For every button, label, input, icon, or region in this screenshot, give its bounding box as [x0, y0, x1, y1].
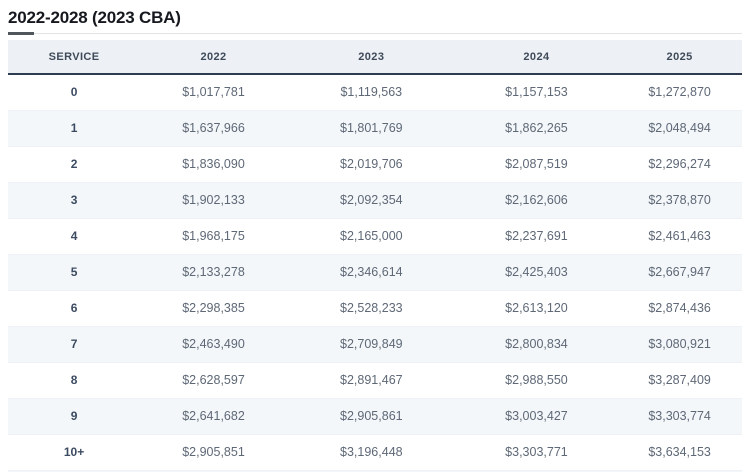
salary-cell: $1,902,133: [140, 182, 287, 219]
salary-cell: $2,891,467: [286, 362, 456, 399]
salary-cell: $2,296,274: [617, 146, 742, 183]
salary-cell: $2,019,706: [286, 146, 456, 183]
salary-cell: $2,709,849: [286, 326, 456, 363]
title-divider: [8, 32, 742, 35]
salary-cell: $1,862,265: [455, 110, 618, 147]
salary-cell: $2,800,834: [455, 326, 618, 363]
column-header-year: 2024: [523, 51, 550, 63]
column-header-year: 2022: [200, 51, 227, 63]
salary-cell: $1,272,870: [617, 74, 742, 111]
salary-table: SERVICE 2022 2023 2024 2025 0 $1,017,781 $1,11…: [8, 40, 742, 471]
salary-cell: $3,287,409: [617, 362, 742, 399]
title-divider-accent: [8, 32, 34, 35]
table-row: 0 $1,017,781 $1,119,563 $1,157,153 $1,272,87…: [8, 74, 742, 111]
salary-cell: $2,162,606: [455, 182, 618, 219]
salary-cell: $2,613,120: [455, 290, 618, 327]
table-header-row: SERVICE 2022 2023 2024 2025: [8, 40, 742, 74]
table-row: 10+ $2,905,851 $3,196,448 $3,303,771 $3,634,…: [8, 434, 742, 471]
service-cell: 9: [8, 398, 141, 435]
salary-cell: $2,874,436: [617, 290, 742, 327]
service-cell: 10+: [8, 434, 141, 471]
salary-cell: $3,080,921: [617, 326, 742, 363]
salary-cell: $2,087,519: [455, 146, 618, 183]
service-cell: 7: [8, 326, 141, 363]
salary-cell: $2,165,000: [286, 218, 456, 255]
salary-cell: $3,003,427: [455, 398, 618, 435]
table-row: 2 $1,836,090 $2,019,706 $2,087,519 $2,296,27…: [8, 146, 742, 183]
service-cell: 5: [8, 254, 141, 291]
salary-cell: $2,298,385: [140, 290, 287, 327]
salary-cell: $2,528,233: [286, 290, 456, 327]
column-header-service: SERVICE: [48, 51, 100, 63]
table-row: 9 $2,641,682 $2,905,861 $3,003,427 $3,303,77…: [8, 398, 742, 435]
service-cell: 1: [8, 110, 141, 147]
salary-cell: $2,628,597: [140, 362, 287, 399]
salary-cell: $2,461,463: [617, 218, 742, 255]
table-row: 8 $2,628,597 $2,891,467 $2,988,550 $3,287,40…: [8, 362, 742, 399]
table-row: 6 $2,298,385 $2,528,233 $2,613,120 $2,874,43…: [8, 290, 742, 327]
salary-cell: $2,092,354: [286, 182, 456, 219]
salary-cell: $3,634,153: [617, 434, 742, 471]
salary-cell: $2,463,490: [140, 326, 287, 363]
salary-cell: $2,988,550: [455, 362, 618, 399]
column-header-year: 2025: [666, 51, 693, 63]
salary-cell: $1,968,175: [140, 218, 287, 255]
salary-cell: $1,017,781: [140, 74, 287, 111]
salary-cell: $1,119,563: [286, 74, 456, 111]
table-row: 7 $2,463,490 $2,709,849 $2,800,834 $3,080,92…: [8, 326, 742, 363]
salary-cell: $2,425,403: [455, 254, 618, 291]
table-row: 4 $1,968,175 $2,165,000 $2,237,691 $2,461,46…: [8, 218, 742, 255]
salary-cell: $3,303,771: [455, 434, 618, 471]
salary-cell: $3,196,448: [286, 434, 456, 471]
table-row: 1 $1,637,966 $1,801,769 $1,862,265 $2,048,49…: [8, 110, 742, 147]
salary-cell: $2,133,278: [140, 254, 287, 291]
salary-cell: $2,237,691: [455, 218, 618, 255]
salary-cell: $1,637,966: [140, 110, 287, 147]
page-title: 2022-2028 (2023 CBA): [8, 8, 181, 27]
table-row: 5 $2,133,278 $2,346,614 $2,425,403 $2,667,94…: [8, 254, 742, 291]
service-cell: 8: [8, 362, 141, 399]
salary-cell: $2,641,682: [140, 398, 287, 435]
salary-cell: $2,048,494: [617, 110, 742, 147]
service-cell: 3: [8, 182, 141, 219]
salary-cell: $1,836,090: [140, 146, 287, 183]
table-row: 3 $1,902,133 $2,092,354 $2,162,606 $2,378,87…: [8, 182, 742, 219]
salary-cell: $2,378,870: [617, 182, 742, 219]
salary-cell: $2,905,851: [140, 434, 287, 471]
table-body: 0 $1,017,781 $1,119,563 $1,157,153 $1,272,87…: [8, 74, 742, 471]
salary-cell: $2,667,947: [617, 254, 742, 291]
service-cell: 2: [8, 146, 141, 183]
table-header: SERVICE 2022 2023 2024 2025: [8, 40, 742, 74]
salary-cell: $2,346,614: [286, 254, 456, 291]
service-cell: 0: [8, 74, 141, 111]
salary-cell: $1,157,153: [455, 74, 618, 111]
salary-cell: $2,905,861: [286, 398, 456, 435]
service-cell: 4: [8, 218, 141, 255]
page: 2022-2028 (2023 CBA) SERVICE 2022 2023 2024…: [0, 8, 750, 472]
column-header-year: 2023: [358, 51, 385, 63]
salary-cell: $1,801,769: [286, 110, 456, 147]
salary-cell: $3,303,774: [617, 398, 742, 435]
service-cell: 6: [8, 290, 141, 327]
